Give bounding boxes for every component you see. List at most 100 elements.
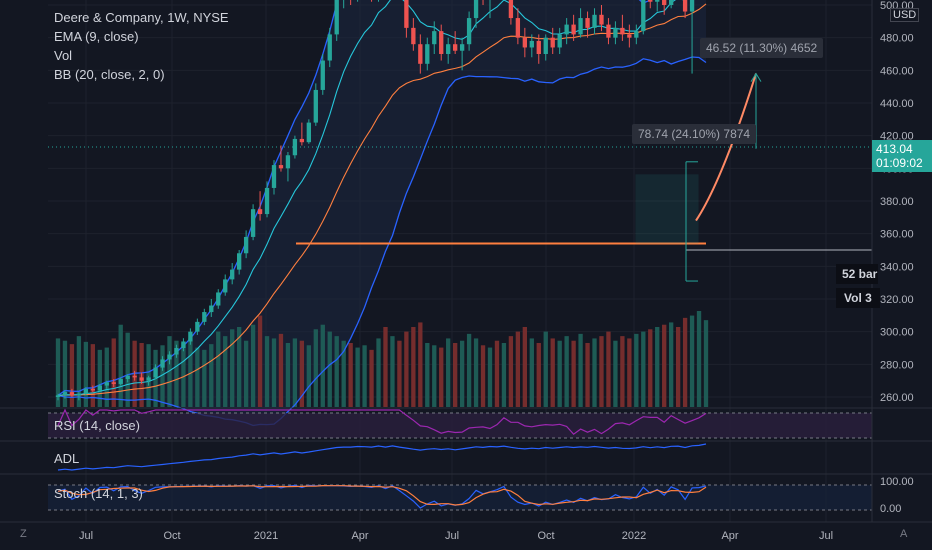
bb-fill [58, 0, 706, 426]
volume-bar [404, 331, 409, 407]
y-tick-label: 340.00 [880, 261, 914, 273]
adl-pane-label[interactable]: ADL [54, 451, 80, 466]
x-tick-label: Jul [819, 530, 833, 542]
volume-bar [216, 331, 221, 407]
volume-bars [55, 311, 709, 407]
candle-body [529, 40, 534, 48]
candle-body [209, 305, 214, 313]
candle-body [202, 312, 207, 322]
measure-label-upper[interactable]: 46.52 (11.30%) 4652 [700, 38, 824, 58]
candle-body [118, 379, 123, 384]
y-tick-label: 360.00 [880, 229, 914, 241]
y-tick-label: 260.00 [880, 392, 914, 404]
indicator-lines [48, 0, 872, 427]
candle-body [167, 354, 172, 360]
y-tick-label: 420.00 [880, 131, 914, 143]
candle-body [216, 292, 221, 306]
currency-label[interactable]: USD [890, 8, 920, 22]
candle-body [83, 388, 89, 394]
volume-bar [243, 340, 249, 407]
volume-bar [613, 340, 618, 407]
bb-upper-line [57, 0, 652, 396]
candle-body [543, 37, 548, 54]
bb-lower-line [57, 56, 707, 427]
candle-body [188, 331, 193, 342]
stoch-band [48, 485, 872, 510]
candle-body [257, 209, 263, 215]
bb-band-fill [58, 0, 706, 426]
y-tick-label: 380.00 [880, 196, 914, 208]
volume-bar [592, 338, 597, 407]
y-tick-label: 480.00 [880, 33, 914, 45]
candle-body [264, 187, 270, 215]
candle-body [648, 0, 653, 2]
volume-bar [362, 345, 367, 407]
stoch-tick-label: 100.00 [880, 476, 914, 488]
volume-bar [627, 338, 632, 407]
candle-body [578, 18, 583, 35]
volume-bar [76, 336, 82, 407]
candle-body [306, 122, 311, 143]
candle-body [508, 0, 514, 19]
bb-legend[interactable]: BB (20, close, 2, 0) [54, 67, 165, 82]
candle-body [132, 375, 137, 378]
candle-body [278, 165, 284, 169]
volume-bar [432, 345, 437, 407]
volume-bar [237, 327, 242, 407]
measure-label-lower[interactable]: 78.74 (24.10%) 7874 [632, 124, 757, 144]
volume-bar [341, 340, 346, 407]
rsi-pane-label[interactable]: RSI (14, close) [54, 418, 140, 433]
volume-bar [167, 336, 172, 407]
candle-body [237, 253, 242, 270]
volume-bar [62, 340, 68, 407]
candle-body [599, 14, 604, 25]
y-tick-label: 280.00 [880, 359, 914, 371]
volume-bar [97, 349, 102, 407]
candle-body [146, 377, 151, 381]
volume-bar [585, 343, 590, 407]
sub-panes [0, 407, 932, 511]
drawings[interactable] [635, 72, 762, 282]
volume-bar [383, 327, 388, 407]
volume-bar [299, 340, 305, 407]
volume-bar [125, 332, 130, 407]
candle-body [432, 31, 437, 45]
adl-line [57, 443, 707, 471]
candle-body [320, 60, 325, 90]
zoom-z-button[interactable]: Z [20, 528, 27, 540]
candle-body [285, 155, 291, 169]
candle-body [550, 37, 555, 48]
volume-bar [209, 344, 214, 407]
volume-bar [90, 344, 95, 407]
candle-body [641, 0, 646, 32]
bar-countdown: 01:09:02 [876, 156, 923, 170]
candle-body [536, 40, 541, 54]
symbol-title[interactable]: Deere & Company, 1W, NYSE [54, 10, 229, 25]
volume-bar [634, 333, 639, 407]
volume-bar [453, 343, 458, 407]
stoch-pane-label[interactable]: Stoch (14, 1, 3) [54, 486, 143, 501]
volume-bar [202, 349, 207, 407]
rsi-line [57, 408, 707, 436]
ema-legend[interactable]: EMA (9, close) [54, 29, 139, 44]
y-tick-label: 460.00 [880, 65, 914, 77]
volume-bar [104, 347, 109, 407]
volume-bar [223, 336, 228, 407]
candle-body [606, 24, 611, 38]
rsi-band [48, 413, 872, 438]
volume-bar [334, 336, 339, 407]
range-bars-label: 52 bar [836, 264, 878, 284]
volume-bar [118, 324, 123, 407]
volume-bar [111, 338, 116, 407]
volume-bar [487, 347, 493, 407]
volume-bar [446, 338, 451, 407]
volume-bar [55, 338, 61, 407]
volume-bar [285, 343, 291, 407]
volume-bar [703, 320, 709, 407]
auto-scale-button[interactable]: A [900, 528, 908, 540]
stoch-tick-label: 0.00 [880, 503, 901, 515]
candle-body [174, 348, 179, 355]
candle-body [689, 0, 695, 12]
vol-legend[interactable]: Vol [54, 48, 73, 63]
